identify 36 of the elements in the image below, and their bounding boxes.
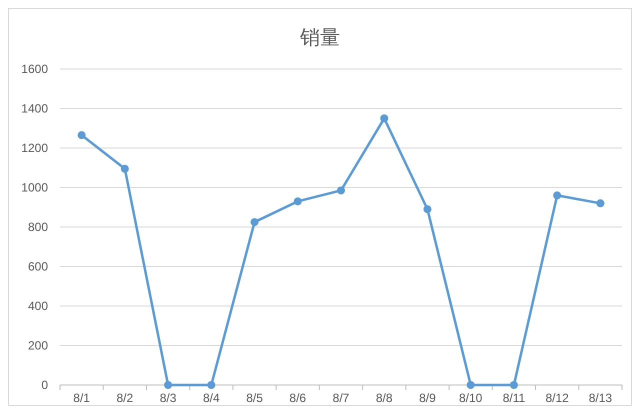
- y-tick-label: 1400: [21, 102, 48, 116]
- chart-title: 销量: [299, 27, 340, 49]
- x-tick-label: 8/12: [545, 391, 570, 405]
- point: [120, 164, 129, 173]
- x-tick-label: 8/4: [202, 391, 220, 405]
- y-tick-label: 400: [28, 299, 48, 314]
- x-tick-label: 8/2: [116, 391, 134, 405]
- point: [596, 199, 604, 208]
- y-tick-label: 200: [28, 338, 48, 353]
- point: [553, 191, 562, 200]
- x-tick-label: 8/3: [160, 391, 177, 405]
- x-tick-label: 8/11: [502, 391, 526, 405]
- point: [510, 381, 518, 389]
- point: [466, 381, 475, 389]
- x-tick-label: 8/8: [376, 391, 393, 405]
- x-tick-label: 8/5: [246, 391, 264, 405]
- x-tick-label: 8/7: [332, 391, 350, 405]
- y-tick-label: 800: [28, 220, 48, 234]
- y-tick-label: 600: [28, 260, 48, 274]
- point: [380, 114, 388, 122]
- x-tick-label: 8/10: [459, 391, 483, 405]
- x-tick-label: 8/13: [588, 391, 612, 405]
- x-tick-label: 8/6: [289, 391, 306, 405]
- y-tick-label: 1200: [21, 141, 48, 156]
- y-tick-label: 0: [41, 378, 48, 392]
- y-tick-label: 1600: [21, 62, 48, 76]
- point: [250, 218, 259, 226]
- point: [423, 205, 432, 214]
- y-tick-label: 1000: [21, 180, 48, 195]
- x-tick-label: 8/1: [73, 391, 90, 405]
- point: [207, 381, 216, 389]
- x-tick-label: 8/9: [419, 391, 436, 405]
- point: [164, 381, 172, 389]
- point: [78, 131, 86, 140]
- point: [337, 186, 345, 194]
- point: [294, 197, 302, 206]
